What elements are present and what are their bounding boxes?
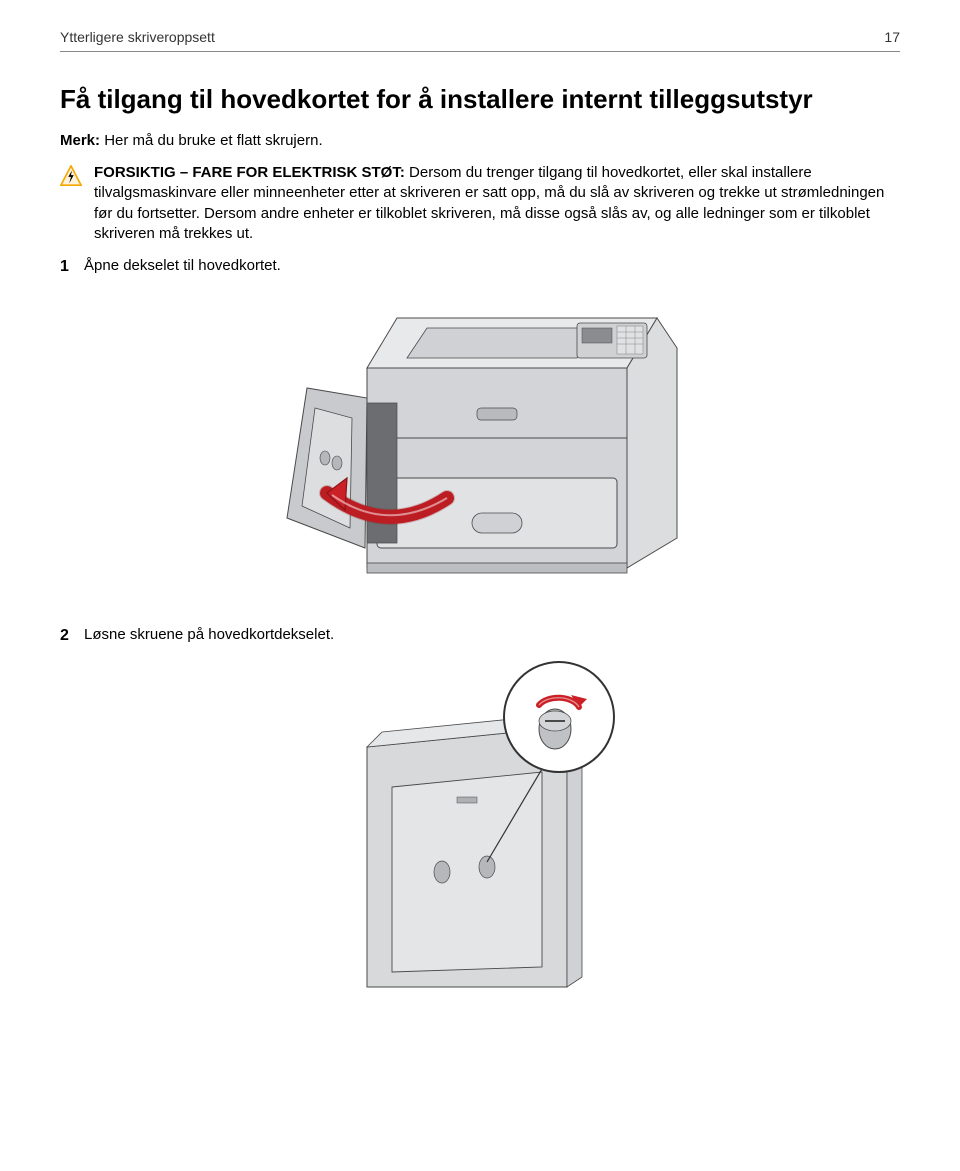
note-line: Merk: Her må du bruke et flatt skrujern. xyxy=(60,131,900,151)
warning-text-container: FORSIKTIG – FARE FOR ELEKTRISK STØT: Der… xyxy=(94,163,900,244)
step-2: Løsne skruene på hovedkortdekselet. xyxy=(84,625,900,1004)
zoom-inset xyxy=(504,662,614,772)
printer-body xyxy=(367,318,677,573)
step-1-text: Åpne dekselet til hovedkortet. xyxy=(84,257,281,274)
note-label: Merk: xyxy=(60,132,100,149)
step-2-text: Løsne skruene på hovedkortdekselet. xyxy=(84,626,334,643)
figure-2 xyxy=(84,657,900,1003)
running-title: Ytterligere skriveroppsett xyxy=(60,28,215,47)
warning-label: FORSIKTIG – FARE FOR ELEKTRISK STØT: xyxy=(94,164,405,181)
figure-1 xyxy=(84,288,900,604)
step-list: Åpne dekselet til hovedkortet. xyxy=(60,256,900,1003)
step-1: Åpne dekselet til hovedkortet. xyxy=(84,256,900,605)
running-header: Ytterligere skriveroppsett 17 xyxy=(60,28,900,52)
section-title: Få tilgang til hovedkortet for å install… xyxy=(60,82,900,117)
page-number: 17 xyxy=(884,28,900,47)
warning-block: FORSIKTIG – FARE FOR ELEKTRISK STØT: Der… xyxy=(60,163,900,244)
electric-shock-warning-icon xyxy=(60,165,82,187)
note-text: Her må du bruke et flatt skrujern. xyxy=(104,132,322,149)
